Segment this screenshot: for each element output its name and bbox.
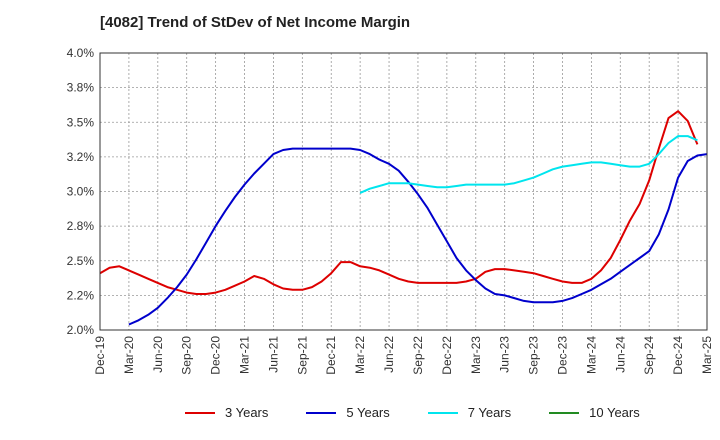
y-tick-label: 2.2% — [67, 288, 95, 302]
x-tick-label: Mar-24 — [584, 336, 598, 374]
legend-label: 7 Years — [467, 405, 512, 420]
legend-swatch — [427, 411, 458, 414]
x-tick-label: Sep-20 — [180, 336, 194, 375]
x-tick-label: Sep-21 — [295, 336, 309, 375]
x-tick-label: Sep-22 — [411, 336, 425, 375]
x-tick-label: Mar-23 — [469, 336, 483, 374]
x-tick-label: Dec-20 — [209, 336, 223, 375]
legend-item: 5 Years — [306, 405, 390, 420]
legend-label: 5 Years — [346, 405, 390, 420]
axes: 2.0% 2.2% 2.5% 2.8% 3.0% 3.2% 3.5% 3.8% 4.0% Dec-… — [67, 46, 714, 375]
series-line-5-years — [128, 147, 708, 326]
legend-item: 10 Years — [549, 405, 640, 420]
x-tick-label: Sep-24 — [642, 336, 656, 375]
y-tick-label: 3.2% — [67, 150, 95, 164]
legend-item: 3 Years — [185, 405, 268, 420]
x-tick-label: Dec-21 — [324, 336, 338, 375]
x-tick-label: Mar-22 — [353, 336, 367, 374]
x-tick-label: Mar-25 — [700, 336, 714, 374]
chart-title: [4082] Trend of StDev of Net Income Marg… — [100, 14, 411, 31]
x-tick-label: Mar-21 — [238, 336, 252, 374]
x-tick-label: Jun-22 — [382, 336, 396, 373]
legend: 3 Years 5 Years 7 Years 10 Years — [185, 405, 640, 420]
x-tick-label: Sep-23 — [527, 336, 541, 375]
y-tick-label: 2.8% — [67, 219, 95, 233]
x-tick-label: Jun-20 — [151, 336, 165, 373]
y-tick-label: 2.5% — [67, 254, 95, 268]
legend-item: 7 Years — [427, 405, 512, 420]
x-tick-label: Jun-21 — [266, 336, 280, 373]
plot-border — [99, 52, 708, 331]
x-tick-label: Jun-24 — [613, 336, 627, 373]
legend-label: 3 Years — [225, 405, 269, 420]
x-tick-label: Jun-23 — [498, 336, 512, 373]
x-tick-label: Dec-22 — [440, 336, 454, 375]
legend-swatch — [549, 411, 580, 414]
y-tick-label: 3.8% — [67, 81, 95, 95]
legend-swatch — [185, 411, 215, 414]
legend-label: 10 Years — [589, 405, 640, 420]
x-tick-label: Mar-20 — [122, 336, 136, 374]
y-tick-label: 3.5% — [67, 115, 95, 129]
plot-background — [100, 53, 707, 330]
x-tick-label: Dec-24 — [671, 336, 685, 375]
legend-swatch — [306, 411, 337, 414]
y-tick-label: 4.0% — [67, 46, 95, 60]
x-tick-label: Dec-19 — [93, 336, 107, 375]
y-tick-label: 2.0% — [67, 323, 95, 337]
y-tick-label: 3.0% — [67, 185, 95, 199]
series-line-7-years — [359, 135, 698, 194]
series-lines — [99, 110, 708, 326]
series-line-3-years — [99, 110, 699, 295]
x-tick-label: Dec-23 — [555, 336, 569, 375]
